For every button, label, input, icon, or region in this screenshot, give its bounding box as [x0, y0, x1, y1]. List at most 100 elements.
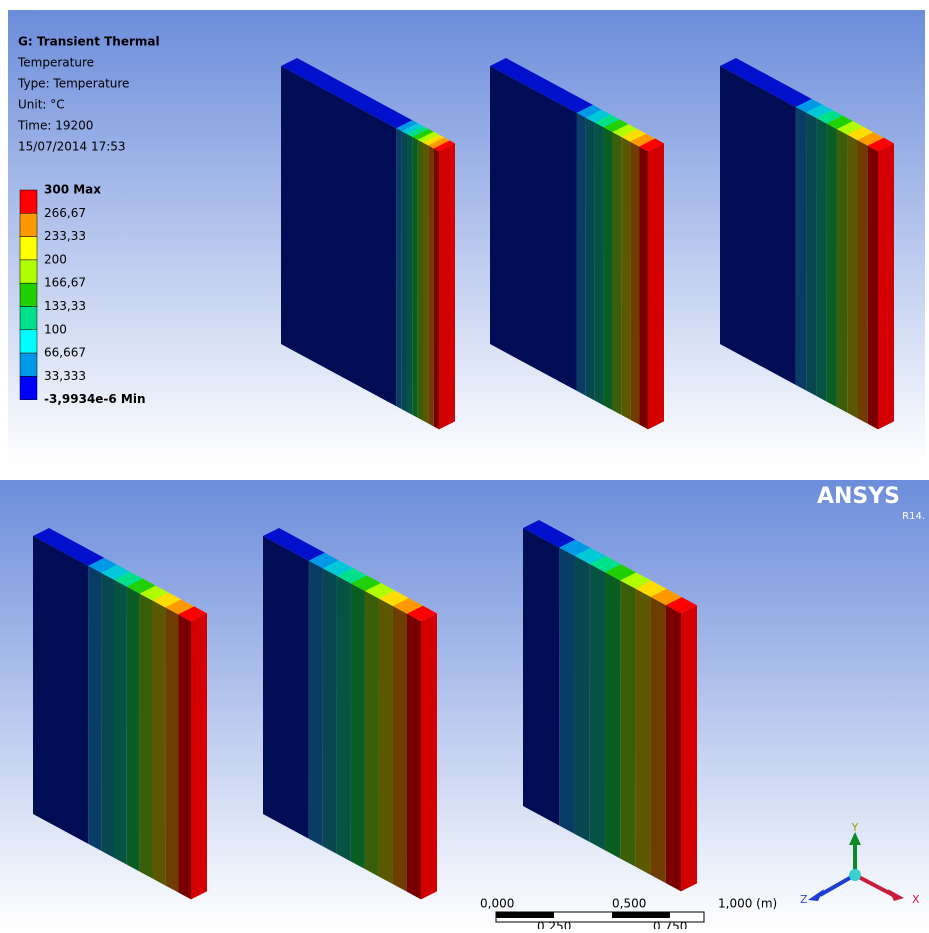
plate-top	[826, 115, 853, 130]
scale-bar	[612, 912, 670, 918]
legend-swatch	[19, 306, 38, 331]
result-info: Unit: °C	[18, 98, 65, 112]
legend-swatch	[19, 329, 38, 354]
plate-top	[559, 539, 591, 556]
plate-side	[439, 143, 455, 430]
scale-sublabel: 0,250	[537, 920, 571, 930]
plate-face	[423, 142, 429, 424]
plate-top	[33, 528, 105, 566]
plate-top	[665, 597, 697, 614]
version: R14.	[902, 511, 925, 522]
legend-swatch	[19, 376, 38, 400]
legend-swatch	[19, 189, 38, 214]
plate-face	[392, 606, 407, 892]
plate-face	[433, 148, 439, 430]
plate-face	[795, 106, 807, 391]
plate-face	[88, 565, 102, 851]
plate-face	[126, 586, 140, 872]
plate-top	[490, 58, 593, 113]
legend-label: 66,667	[44, 346, 86, 360]
plate-face	[101, 572, 114, 858]
plate-face	[33, 536, 89, 844]
plate-face	[406, 613, 421, 900]
plate-top	[620, 572, 652, 589]
plate-top	[396, 120, 418, 132]
plate-side	[648, 143, 664, 430]
plate-top	[806, 104, 833, 119]
scale-sublabel: 0,750	[653, 920, 687, 930]
triad-label: Z	[800, 893, 808, 906]
scale-label: 0,000	[480, 897, 514, 911]
plate-face	[113, 579, 127, 865]
plate-top	[417, 131, 440, 143]
plate-top	[392, 598, 423, 614]
plate-top	[101, 564, 130, 580]
plate-face	[603, 127, 613, 411]
plate-top	[576, 104, 602, 118]
plate-top	[423, 134, 445, 146]
plate-top	[630, 133, 656, 147]
plate-top	[585, 109, 611, 123]
plate-top	[412, 128, 434, 140]
plate-top	[847, 126, 874, 141]
plate-face	[594, 122, 604, 406]
plate-face	[836, 129, 848, 413]
plate-face	[630, 141, 640, 425]
legend-swatch	[19, 282, 38, 307]
plate-top	[178, 606, 207, 622]
plate-face	[407, 134, 413, 415]
plate-top	[378, 590, 409, 607]
result-info: 15/07/2014 17:53	[18, 140, 126, 154]
result-info: Type: Temperature	[17, 77, 129, 91]
plate-face	[396, 128, 402, 410]
plate-top	[621, 128, 647, 142]
plate-side	[878, 143, 894, 430]
legend-label: 266,67	[44, 206, 86, 220]
plate-top	[364, 583, 395, 599]
triad-arrow	[888, 889, 904, 901]
plate-side	[681, 605, 697, 892]
plate-face	[620, 580, 636, 867]
plate-top	[594, 114, 620, 128]
plate-top	[635, 580, 667, 597]
legend-swatch	[19, 213, 38, 237]
plate-face	[604, 572, 621, 859]
plate-top	[428, 137, 450, 149]
plate-face	[857, 140, 868, 424]
plate-face	[523, 528, 560, 826]
scale-label: 1,000 (m)	[718, 897, 777, 911]
plate-top	[589, 556, 621, 573]
plate-top	[433, 140, 455, 152]
result-title: G: Transient Thermal	[18, 35, 160, 49]
plate-face	[612, 132, 622, 415]
triad-label: X	[912, 893, 920, 906]
plate-top	[88, 557, 118, 573]
legend-label: 33,333	[44, 369, 86, 383]
plate-face	[401, 131, 408, 413]
legend-label: 300 Max	[44, 183, 101, 197]
plate-face	[281, 66, 397, 407]
plate-top	[639, 138, 664, 152]
plate-top	[139, 585, 169, 601]
legend-swatch	[19, 352, 38, 377]
triad-origin	[849, 869, 861, 881]
plate-top	[350, 575, 381, 592]
plate-face	[867, 145, 878, 430]
plate-side	[191, 613, 207, 900]
plate-top	[401, 123, 424, 135]
legend-label: -3,9934e-6 Min	[44, 392, 146, 406]
plate-top	[574, 547, 606, 565]
plate-top	[795, 98, 823, 113]
scale-label: 0,500	[612, 897, 646, 911]
plate-top	[165, 599, 195, 615]
triad-axis	[854, 873, 894, 897]
legend-label: 233,33	[44, 229, 86, 243]
plate-face	[336, 575, 351, 862]
legend-label: 166,67	[44, 276, 86, 290]
plate-face	[364, 591, 379, 877]
plate-top	[720, 58, 812, 107]
plate-face	[574, 555, 590, 843]
plate-face	[490, 66, 577, 391]
plate-face	[621, 136, 631, 420]
